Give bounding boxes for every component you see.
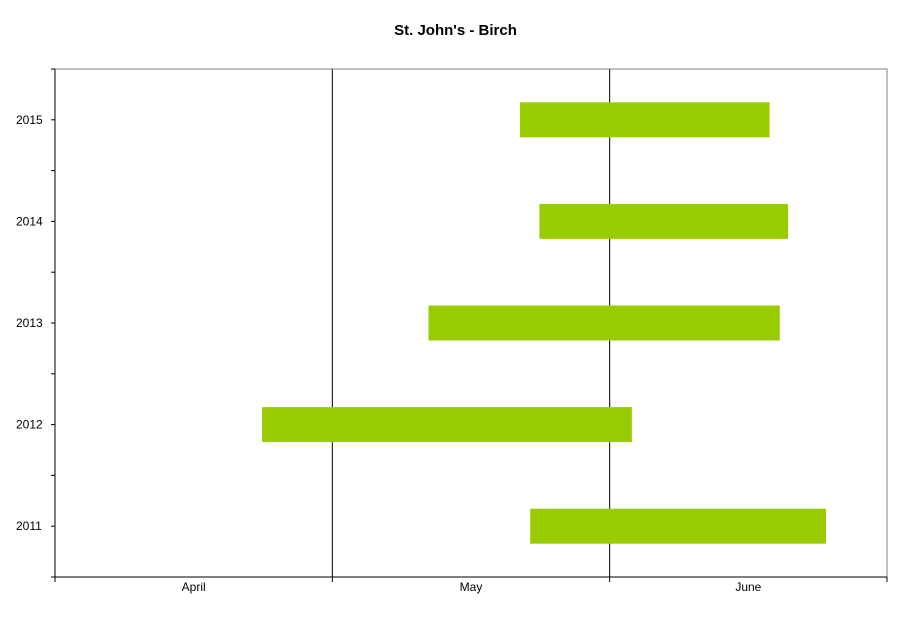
y-tick-label: 2011 xyxy=(16,519,42,533)
x-tick-label: April xyxy=(182,580,206,594)
range-bar-2011 xyxy=(530,508,826,544)
tick-labels: April May June 2015 2014 2013 2012 2011 xyxy=(16,113,762,594)
y-tick-label: 2015 xyxy=(16,113,43,127)
chart-title: St. John's - Birch xyxy=(394,22,517,39)
range-bar-2014 xyxy=(539,203,789,239)
y-tick-label: 2012 xyxy=(16,418,43,432)
y-tick-label: 2013 xyxy=(16,316,43,330)
x-tick-label: June xyxy=(735,580,761,594)
bars xyxy=(262,102,826,544)
x-tick-label: May xyxy=(460,580,483,594)
range-bar-2013 xyxy=(428,305,780,341)
axes xyxy=(51,68,888,582)
range-bar-2012 xyxy=(262,407,632,443)
range-bar-2015 xyxy=(519,102,770,138)
y-tick-label: 2014 xyxy=(16,214,43,228)
